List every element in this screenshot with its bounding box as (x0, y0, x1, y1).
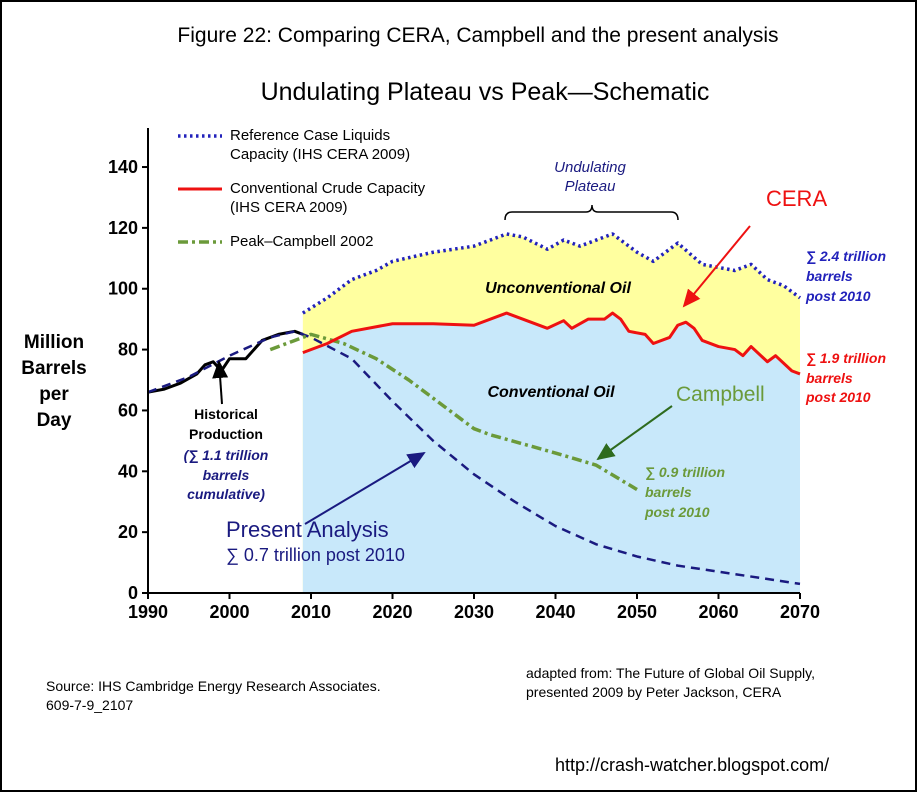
y-label-line: Barrels (21, 358, 87, 379)
x-tick-label: 2060 (698, 602, 738, 622)
y-axis-label: Million Barrels per Day (21, 332, 87, 431)
x-tick-label: 2000 (209, 602, 249, 622)
x-tick-label: 2040 (535, 602, 575, 622)
credit: presented 2009 by Peter Jackson, CERA (526, 684, 782, 700)
annotation: Undulating Plateau (554, 159, 626, 195)
annotation: Campbell (676, 383, 765, 406)
y-tick-label: 0 (128, 583, 138, 603)
annotation: ∑ 0.7 trillion post 2010 (226, 545, 405, 565)
annotation-line: ∑ 1.9 trillion (806, 350, 886, 366)
x-tick-label: 2030 (454, 602, 494, 622)
x-tick-label: 1990 (128, 602, 168, 622)
legend-label: Reference Case Liquids Capacity (IHS CER… (230, 127, 411, 163)
source: Source: IHS Cambridge Energy Research As… (46, 678, 381, 694)
annotation: ∑ 0.9 trillion barrels post 2010 (644, 464, 725, 520)
annotation: Historical Production (189, 406, 263, 442)
annotation-line: barrels (645, 484, 692, 500)
annotation-line: barrels (806, 370, 853, 386)
annotation-line: Production (189, 426, 263, 442)
y-tick-label: 60 (118, 400, 138, 420)
series-line (147, 330, 801, 586)
y-tick-label: 20 (118, 522, 138, 542)
y-tick-label: 80 (118, 340, 138, 360)
chart-title: Undulating Plateau vs Peak—Schematic (261, 78, 710, 106)
source: 609-7-9_2107 (46, 697, 133, 713)
x-tick-label: 2070 (780, 602, 820, 622)
annotation-line: ∑ 0.9 trillion (645, 464, 725, 480)
figure-title: Figure 22: Comparing CERA, Campbell and … (177, 24, 778, 47)
series-line (269, 332, 638, 492)
arrow (596, 405, 673, 461)
bracket (504, 204, 679, 221)
annotation-line: post 2010 (805, 389, 871, 405)
x-tick-label: 2050 (617, 602, 657, 622)
url: http://crash-watcher.blogspot.com/ (555, 755, 829, 775)
y-tick-label: 140 (108, 157, 138, 177)
annotation-line: post 2010 (805, 288, 871, 304)
annotation: CERA (766, 186, 827, 211)
annotation: ∑ 1.9 trillion barrels post 2010 (805, 350, 886, 405)
y-label-line: per (39, 384, 69, 405)
annotation-line: ∑ 2.4 trillion (806, 248, 886, 264)
x-tick-label: 2010 (291, 602, 331, 622)
annotation-line: barrels (806, 268, 853, 284)
annotation: (∑ 1.1 trillion barrels cumulative) (184, 447, 269, 502)
legend-label: Conventional Crude Capacity (IHS CERA 20… (230, 180, 426, 216)
annotation-line: Plateau (565, 178, 617, 195)
y-label-line: Million (24, 332, 84, 353)
credit: adapted from: The Future of Global Oil S… (526, 665, 815, 681)
annotation-line: Historical (194, 406, 258, 422)
annotation-line: cumulative) (187, 486, 265, 502)
y-label-line: Day (37, 410, 72, 431)
arrow (212, 360, 229, 405)
series-line (302, 311, 801, 376)
area (302, 313, 800, 593)
y-tick-label: 100 (108, 279, 138, 299)
annotation: Present Analysis (226, 517, 389, 542)
annotation-line: Undulating (554, 159, 626, 176)
y-tick-label: 40 (118, 461, 138, 481)
y-tick-label: 120 (108, 218, 138, 238)
annotation-line: (∑ 1.1 trillion (184, 447, 269, 463)
annotation-line: post 2010 (644, 504, 710, 520)
arrow (682, 225, 751, 308)
series-line (301, 232, 802, 315)
legend-label: Peak–Campbell 2002 (230, 233, 374, 250)
arrow (304, 451, 426, 525)
annotation-line: barrels (203, 467, 250, 483)
annotation: Conventional Oil (487, 384, 615, 401)
annotation: ∑ 2.4 trillion barrels post 2010 (805, 248, 886, 304)
x-tick-label: 2020 (372, 602, 412, 622)
annotation: Unconventional Oil (485, 280, 631, 297)
